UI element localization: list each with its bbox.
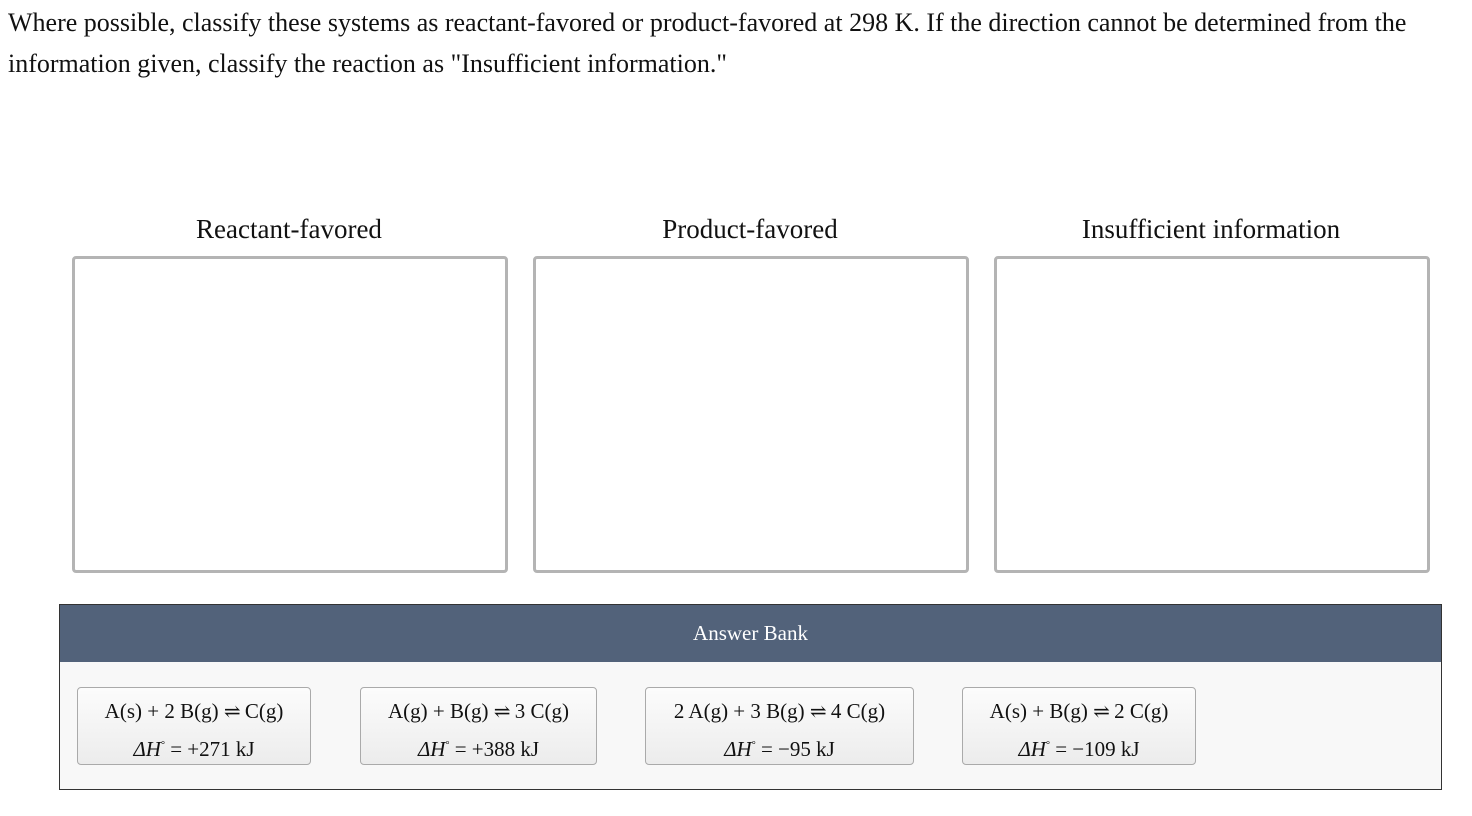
enthalpy-value: = +388 kJ	[454, 737, 540, 761]
answer-card[interactable]: A(s) + 2 B(g) ⇌ C(g) ΔH° = +271 kJ	[77, 687, 311, 765]
equilibrium-arrow-icon: ⇌	[1093, 701, 1110, 723]
equilibrium-arrow-icon: ⇌	[223, 701, 241, 723]
products: C(g)	[244, 699, 284, 723]
reactants: 2 A(g) + 3 B(g)	[673, 699, 805, 723]
enthalpy-value: = −95 kJ	[760, 737, 835, 761]
products: 3 C(g)	[514, 699, 569, 723]
enthalpy-symbol: ΔH	[133, 737, 161, 761]
answer-bank-title: Answer Bank	[60, 605, 1441, 662]
question-prompt: Where possible, classify these systems a…	[8, 8, 1407, 78]
degree-mark: °	[160, 740, 165, 751]
enthalpy-value: = +271 kJ	[170, 737, 255, 761]
answer-card[interactable]: 2 A(g) + 3 B(g) ⇌ 4 C(g) ΔH° = −95 kJ	[645, 687, 914, 765]
drop-zone-insufficient-information[interactable]	[994, 256, 1430, 573]
reactants: A(g) + B(g)	[387, 699, 489, 723]
reactants: A(s) + B(g)	[989, 699, 1088, 723]
degree-mark: °	[445, 740, 450, 751]
drop-zone-product-favored[interactable]	[533, 256, 969, 573]
enthalpy-value: = −109 kJ	[1055, 737, 1140, 761]
products: 2 C(g)	[1114, 699, 1169, 723]
equilibrium-arrow-icon: ⇌	[809, 701, 827, 723]
products: 4 C(g)	[830, 699, 886, 723]
answer-card[interactable]: A(s) + B(g) ⇌ 2 C(g) ΔH° = −109 kJ	[962, 687, 1196, 765]
equilibrium-arrow-icon: ⇌	[493, 701, 511, 723]
bin-label-reactant-favored: Reactant-favored	[196, 214, 382, 244]
enthalpy-symbol: ΔH	[724, 737, 752, 761]
bin-label-product-favored: Product-favored	[662, 214, 838, 244]
enthalpy-symbol: ΔH	[417, 737, 446, 761]
degree-mark: °	[1045, 740, 1050, 751]
degree-mark: °	[751, 740, 756, 751]
answer-bank: Answer Bank A(s) + 2 B(g) ⇌ C(g) ΔH° = +…	[59, 604, 1442, 790]
answer-card[interactable]: A(g) + B(g) ⇌ 3 C(g) ΔH° = +388 kJ	[360, 687, 597, 765]
reactants: A(s) + 2 B(g)	[104, 699, 219, 723]
bin-label-insufficient-information: Insufficient information	[1081, 214, 1341, 244]
drop-zone-reactant-favored[interactable]	[72, 256, 508, 573]
enthalpy-symbol: ΔH	[1018, 737, 1046, 761]
